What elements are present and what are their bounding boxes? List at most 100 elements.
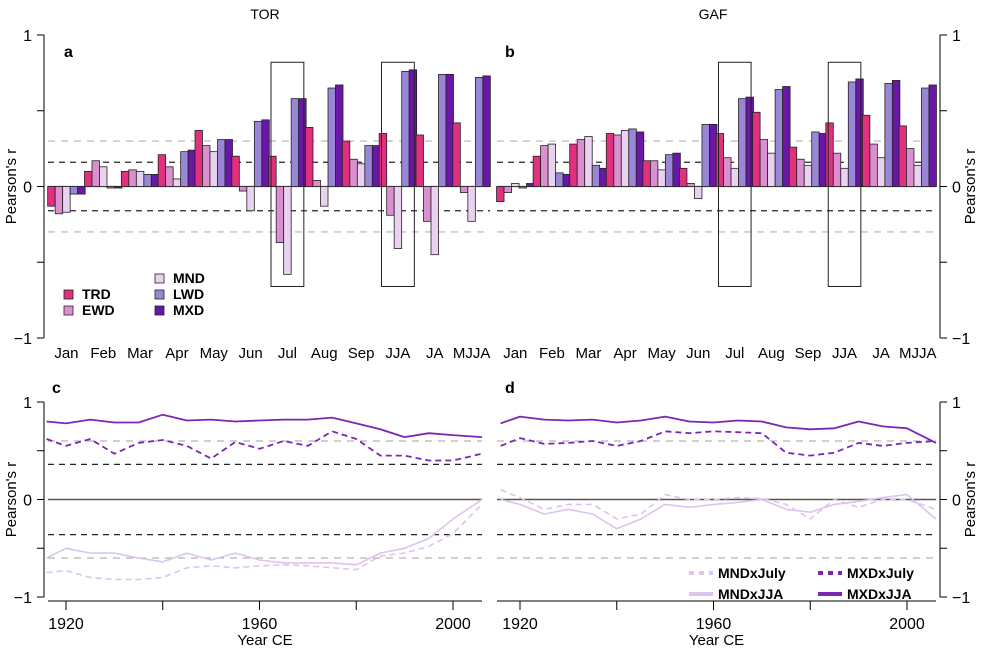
x-tick-label: Apr xyxy=(165,345,188,362)
bar-TRD-Apr xyxy=(157,154,167,187)
bar-EWD-JA xyxy=(869,143,878,187)
bar-LWD-Mar xyxy=(591,164,601,187)
bar-TRD-Jan xyxy=(496,186,505,203)
y-axis-label: Pearson's r xyxy=(962,149,979,224)
bar-EWD-Feb xyxy=(91,160,100,187)
line-MNDxJJA xyxy=(46,498,483,566)
bar-TRD-Jan xyxy=(47,186,56,207)
bar-EWD-MJJA xyxy=(459,186,469,193)
bar-MND-Jan xyxy=(511,183,520,187)
x-tick-label: Aug xyxy=(758,345,785,362)
bar-LWD-JJA xyxy=(847,81,857,187)
bar-TRD-Aug xyxy=(305,127,314,187)
legend-label-MXDxJJA: MXDxJJA xyxy=(847,586,912,602)
bar-LWD-Apr xyxy=(628,128,637,187)
line-MNDxJuly xyxy=(46,503,483,581)
bar-EWD-Apr xyxy=(165,166,174,187)
line-MNDxJJA xyxy=(500,493,937,530)
x-tick-label: 1960 xyxy=(242,616,278,633)
bar-TRD-May xyxy=(642,160,651,187)
bar-LWD-Jun xyxy=(253,120,263,187)
bar-MND-Jul xyxy=(730,167,739,187)
bar-MXD-JJA xyxy=(408,69,418,187)
bar-MND-JJA xyxy=(393,186,403,250)
legend-label-MXDxJuly: MXDxJuly xyxy=(847,565,914,581)
panel-b: b GAF −1 0 1 Pearson's r Jan Feb Mar Apr May Jun Jul… xyxy=(496,6,979,362)
x-tick-label: 2000 xyxy=(889,616,925,633)
bar-LWD-JA xyxy=(438,73,447,187)
x-tick-label: Jan xyxy=(54,345,78,362)
bar-EWD-JA xyxy=(423,186,432,222)
y-tick-label: 0 xyxy=(952,180,961,197)
bar-TRD-May xyxy=(194,130,203,187)
bar-TRD-Sep xyxy=(788,146,798,187)
bar-LWD-Jan xyxy=(518,186,527,189)
x-tick-label: Mar xyxy=(127,345,153,362)
x-tick-label: MJJA xyxy=(899,345,937,362)
x-tick-label: Jun xyxy=(686,345,710,362)
x-tick-label: Sep xyxy=(348,345,375,362)
bar-TRD-JJA xyxy=(825,122,834,187)
legend-label-MNDxJJA: MNDxJJA xyxy=(718,586,783,602)
panel-label-d: d xyxy=(505,380,515,397)
y-tick-label: 0 xyxy=(23,180,32,197)
bar-TRD-Jul xyxy=(715,133,724,187)
bar-LWD-JJA xyxy=(401,70,410,187)
bar-TRD-Apr xyxy=(605,133,615,187)
bar-TRD-Mar xyxy=(569,143,578,187)
bar-EWD-MJJA xyxy=(906,148,915,187)
y-tick-label: 1 xyxy=(952,395,961,412)
panel-title: GAF xyxy=(699,6,728,22)
x-axis-label: Year CE xyxy=(689,632,744,649)
x-tick-label: 2000 xyxy=(435,616,471,633)
panel-c: c −1 0 1 Pearson's r 1920 1960 2000 Year CE xyxy=(3,380,483,649)
bar-MND-Jul xyxy=(283,186,292,275)
bar-MXD-MJJA xyxy=(928,84,937,187)
bar-TRD-Mar xyxy=(120,170,130,187)
x-tick-label: Jul xyxy=(725,345,744,362)
line-MXDxJJA xyxy=(46,413,483,439)
bar-TRD-Jun xyxy=(231,155,240,187)
x-tick-label: May xyxy=(200,345,229,362)
bar-MND-Sep xyxy=(356,163,366,187)
x-tick-label: MJJA xyxy=(453,345,491,362)
bar-MND-Apr xyxy=(172,178,182,187)
bar-MND-May xyxy=(657,169,666,187)
bar-LWD-Apr xyxy=(180,151,189,187)
x-axis-label: Year CE xyxy=(237,632,292,649)
bar-MND-Mar xyxy=(584,136,593,187)
bar-LWD-May xyxy=(664,154,674,187)
panel-title: TOR xyxy=(250,6,279,22)
y-tick-label: −1 xyxy=(952,331,970,348)
x-tick-label: Jun xyxy=(238,345,262,362)
bar-TRD-Feb xyxy=(532,155,542,187)
legend-swatch-EWD xyxy=(63,305,74,316)
bar-MND-Mar xyxy=(135,170,145,187)
line-MNDxJuly xyxy=(500,489,937,520)
bar-EWD-Jan xyxy=(503,186,512,193)
bar-MND-MJJA xyxy=(913,164,922,187)
bar-EWD-May xyxy=(202,145,211,187)
line-MXDxJuly xyxy=(500,430,937,457)
bar-EWD-Aug xyxy=(759,139,769,187)
y-tick-label: 0 xyxy=(952,493,961,510)
bar-EWD-Jun xyxy=(686,183,695,187)
y-tick-label: 1 xyxy=(23,395,32,412)
bar-MXD-Aug xyxy=(782,86,791,187)
bar-EWD-JJA xyxy=(386,186,395,216)
bar-LWD-May xyxy=(217,139,226,187)
y-tick-label: 1 xyxy=(23,28,32,45)
x-tick-label: May xyxy=(647,345,676,362)
x-tick-label: JJA xyxy=(832,345,857,362)
bar-MXD-Jan xyxy=(77,186,86,195)
x-tick-label: Feb xyxy=(90,345,116,362)
x-tick-label: Mar xyxy=(576,345,602,362)
bar-MXD-Feb xyxy=(114,186,123,189)
bar-MND-Jun xyxy=(246,186,255,212)
bar-MXD-Jul xyxy=(298,98,307,187)
y-tick-label: 1 xyxy=(952,28,961,45)
bar-MND-Feb xyxy=(99,166,108,187)
x-tick-label: Jan xyxy=(503,345,527,362)
bar-LWD-Jul xyxy=(738,98,747,187)
